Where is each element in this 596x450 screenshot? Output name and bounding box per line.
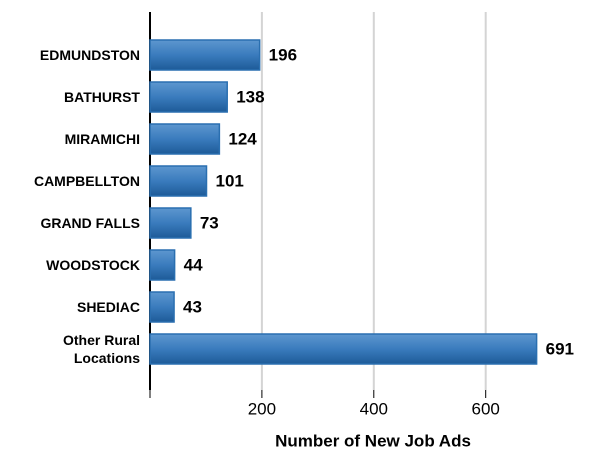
y-tick-label: EDMUNDSTON	[39, 47, 140, 63]
x-axis-label: Number of New Job Ads	[275, 431, 471, 450]
value-label: 101	[216, 171, 244, 190]
y-tick-label: MIRAMICHI	[64, 131, 140, 147]
value-label: 138	[236, 87, 264, 106]
x-tick-label: 600	[472, 399, 500, 418]
value-label: 43	[183, 297, 202, 316]
x-tick-label: 400	[360, 399, 388, 418]
bar	[149, 291, 175, 323]
y-tick-label: WOODSTOCK	[46, 257, 140, 273]
value-label: 196	[269, 45, 297, 64]
value-label: 691	[546, 339, 574, 358]
y-tick-label: Other Rural Locations	[62, 332, 140, 366]
bar	[149, 39, 261, 71]
value-label: 73	[200, 213, 219, 232]
y-tick-label: GRAND FALLS	[40, 215, 140, 231]
y-tick-label: CAMPBELLTON	[33, 173, 140, 189]
bar	[149, 123, 221, 155]
y-tick-label: SHEDIAC	[76, 299, 140, 315]
value-label: 44	[184, 255, 203, 274]
bar	[149, 249, 176, 281]
bar	[149, 81, 228, 113]
x-tick-label: 200	[248, 399, 276, 418]
value-label: 124	[228, 129, 257, 148]
y-tick-label: BATHURST	[64, 89, 140, 105]
bar	[149, 333, 538, 365]
bar	[149, 207, 192, 239]
bar	[149, 165, 208, 197]
